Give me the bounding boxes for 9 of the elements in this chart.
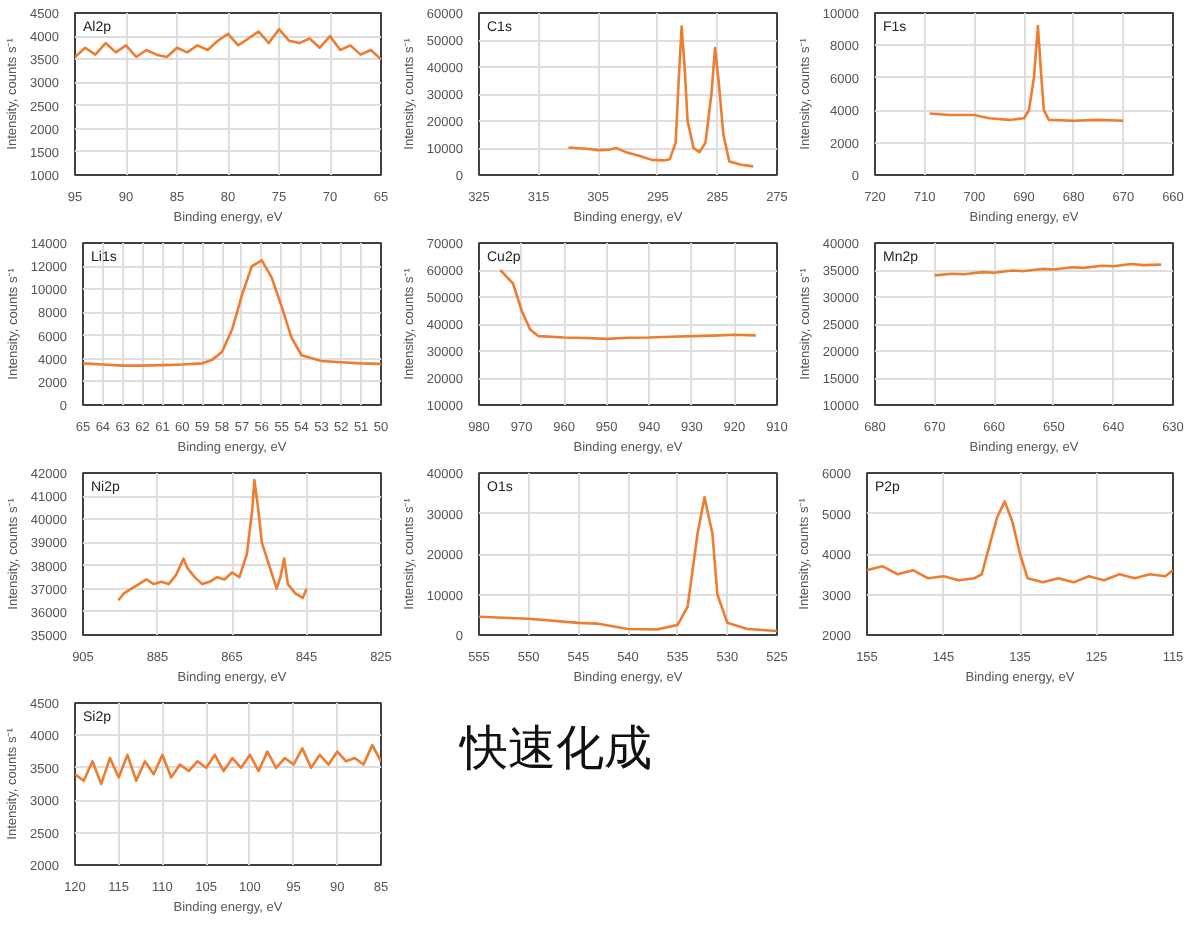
line-series [479, 496, 777, 633]
text: 快速化成 [458, 720, 653, 777]
line-series [928, 24, 1125, 123]
line-series [867, 500, 1173, 584]
line-series [117, 478, 308, 602]
line-series [75, 743, 381, 786]
line-series [498, 268, 758, 341]
line-series [567, 25, 755, 168]
line-series [83, 259, 381, 367]
